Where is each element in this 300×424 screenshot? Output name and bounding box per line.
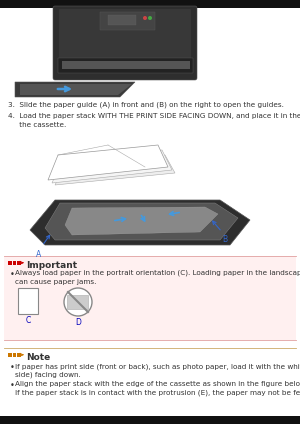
Polygon shape bbox=[48, 145, 168, 180]
Bar bbox=[58, 58, 193, 73]
Text: B: B bbox=[222, 235, 228, 244]
Bar bbox=[8, 261, 11, 265]
Polygon shape bbox=[45, 203, 238, 240]
Polygon shape bbox=[55, 155, 175, 185]
Bar bbox=[8, 353, 11, 357]
Circle shape bbox=[64, 288, 92, 316]
Bar bbox=[17, 353, 20, 357]
Text: Always load paper in the portrait orientation (C). Loading paper in the landscap: Always load paper in the portrait orient… bbox=[15, 270, 300, 276]
Polygon shape bbox=[20, 84, 132, 95]
Bar bbox=[4, 256, 296, 340]
Polygon shape bbox=[30, 200, 250, 245]
FancyBboxPatch shape bbox=[53, 6, 197, 80]
Text: If the paper stack is in contact with the protrusion (E), the paper may not be f: If the paper stack is in contact with th… bbox=[15, 390, 300, 396]
Text: Note: Note bbox=[26, 354, 50, 363]
Text: D: D bbox=[75, 318, 81, 327]
Bar bbox=[0, 0, 300, 5]
Circle shape bbox=[143, 16, 147, 20]
Text: Important: Important bbox=[26, 262, 77, 271]
Bar bbox=[0, 416, 300, 424]
Polygon shape bbox=[15, 82, 135, 97]
Text: 4.  Load the paper stack WITH THE PRINT SIDE FACING DOWN, and place it in the ce: 4. Load the paper stack WITH THE PRINT S… bbox=[8, 113, 300, 119]
Bar bbox=[17, 261, 20, 265]
Text: •: • bbox=[10, 270, 15, 279]
Text: •: • bbox=[10, 363, 15, 372]
Polygon shape bbox=[65, 207, 218, 235]
Circle shape bbox=[148, 16, 152, 20]
Text: •: • bbox=[10, 381, 15, 390]
Polygon shape bbox=[52, 150, 172, 183]
FancyBboxPatch shape bbox=[59, 9, 191, 61]
Text: 3.  Slide the paper guide (A) in front and (B) on the right to open the guides.: 3. Slide the paper guide (A) in front an… bbox=[8, 102, 284, 109]
Bar bbox=[62, 61, 190, 69]
Text: A: A bbox=[36, 250, 42, 259]
Bar bbox=[108, 15, 136, 25]
Bar bbox=[100, 12, 155, 30]
Bar bbox=[13, 353, 16, 357]
Text: C: C bbox=[26, 316, 31, 325]
Bar bbox=[67, 295, 88, 309]
Text: Align the paper stack with the edge of the cassette as shown in the figure below: Align the paper stack with the edge of t… bbox=[15, 381, 300, 387]
Bar bbox=[0, 0, 300, 8]
Bar bbox=[13, 261, 16, 265]
Text: If paper has print side (front or back), such as photo paper, load it with the w: If paper has print side (front or back),… bbox=[15, 363, 300, 369]
Text: can cause paper jams.: can cause paper jams. bbox=[15, 279, 96, 285]
Text: the cassette.: the cassette. bbox=[8, 122, 66, 128]
Text: side) facing down.: side) facing down. bbox=[15, 372, 81, 379]
Bar bbox=[18, 288, 38, 314]
